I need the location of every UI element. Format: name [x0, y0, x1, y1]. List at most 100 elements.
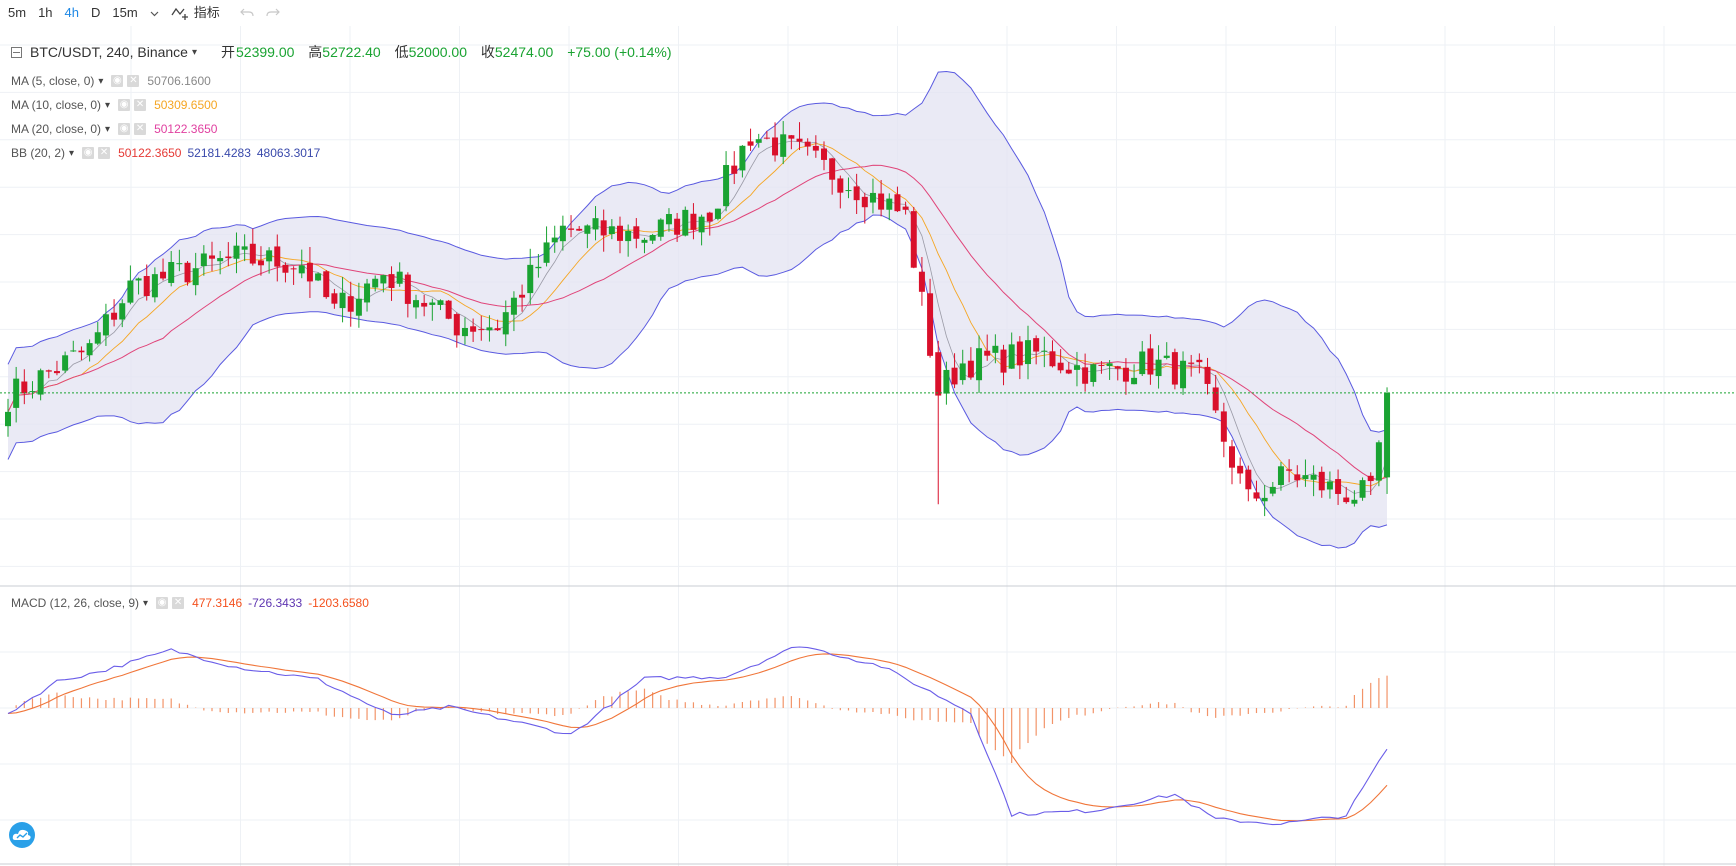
candle-body	[641, 239, 648, 243]
candle-body	[241, 246, 248, 250]
symbol-label[interactable]: BTC/USDT, 240, Binance	[30, 44, 188, 60]
candle-body	[1294, 474, 1301, 481]
close-icon[interactable]: ✕	[127, 75, 140, 87]
low-label: 低	[394, 44, 409, 60]
candle-body	[445, 300, 452, 319]
candle-body	[209, 255, 215, 259]
ohlc-values: 开52399.00 高52722.40 低52000.00 收52474.00 …	[221, 42, 681, 62]
chevron-down-icon[interactable]: ▾	[191, 46, 197, 58]
candle-body	[1057, 362, 1064, 371]
candle-body	[763, 137, 770, 139]
close-label: 收	[480, 44, 495, 60]
interval-dropdown-button[interactable]	[144, 0, 165, 26]
candle-body	[1033, 338, 1040, 352]
indicator-label[interactable]: MA (10, close, 0)	[11, 98, 102, 112]
candle-body	[502, 312, 509, 335]
candle-body	[584, 225, 591, 234]
candle-body	[470, 326, 477, 332]
indicators-button[interactable]: 指标	[165, 0, 226, 26]
candle-body	[747, 141, 754, 146]
high-value: 52722.40	[322, 44, 381, 60]
close-icon[interactable]: ✕	[134, 99, 147, 111]
candle-body	[780, 134, 787, 157]
chevron-down-icon[interactable]: ▾	[105, 99, 111, 111]
candle-body	[519, 294, 526, 298]
chevron-down-icon[interactable]: ▾	[105, 123, 111, 135]
visibility-icon[interactable]: ◉	[118, 99, 131, 111]
candle-body	[902, 206, 909, 210]
visibility-icon[interactable]: ◉	[118, 123, 131, 135]
candle-body	[984, 350, 991, 356]
candle-body	[1343, 497, 1350, 503]
candle-body	[1318, 471, 1325, 491]
candle-body	[453, 314, 460, 336]
close-icon[interactable]: ✕	[134, 123, 147, 135]
chevron-down-icon[interactable]: ▾	[143, 597, 149, 609]
candle-body	[413, 300, 419, 308]
toolbar: 5m 1h 4h D 15m 指标	[0, 0, 1736, 26]
candle-body	[649, 235, 656, 241]
chevron-down-icon[interactable]: ▾	[98, 75, 104, 87]
visibility-icon[interactable]: ◉	[111, 75, 124, 87]
candle-body	[70, 350, 77, 352]
close-icon[interactable]: ✕	[98, 147, 111, 159]
candle-body	[796, 138, 803, 142]
interval-15m-button[interactable]: 15m	[112, 5, 138, 20]
indicator-icon	[171, 7, 188, 20]
candle-body	[86, 343, 93, 356]
collapse-icon[interactable]	[11, 46, 22, 58]
candle-body	[829, 158, 836, 180]
candle-body	[845, 190, 852, 192]
candle-body	[1171, 352, 1178, 385]
candle-body	[298, 265, 305, 274]
candle-body	[1196, 359, 1203, 363]
candle-body	[1122, 367, 1129, 382]
candle-body	[1384, 392, 1391, 478]
candle-body	[812, 145, 819, 151]
indicator-label[interactable]: MA (5, close, 0)	[11, 74, 95, 88]
candle-body	[380, 275, 387, 284]
candle-body	[910, 211, 917, 268]
close-icon[interactable]: ✕	[172, 597, 185, 609]
candle-body	[192, 268, 199, 286]
candle-body	[1090, 364, 1097, 382]
bollinger-lower-line	[7, 214, 1388, 549]
interval-d-button[interactable]: D	[91, 5, 101, 20]
candle-body	[388, 274, 395, 289]
candle-body	[1310, 474, 1317, 480]
open-value: 52399.00	[236, 44, 295, 60]
candle-body	[731, 165, 738, 174]
candle-body	[755, 139, 762, 143]
candle-body	[266, 250, 273, 262]
undo-button[interactable]	[239, 5, 254, 21]
indicator-value: 50706.1600	[147, 74, 211, 88]
candle-body	[527, 264, 534, 294]
candle-body	[943, 369, 950, 394]
candle-body	[1163, 355, 1170, 358]
indicator-label[interactable]: BB (20, 2)	[11, 146, 66, 160]
redo-icon	[266, 8, 280, 17]
indicator-value: 48063.3017	[256, 146, 321, 160]
interval-5m-button[interactable]: 5m	[8, 5, 27, 20]
indicator-label[interactable]: MA (20, close, 0)	[11, 122, 102, 136]
candle-body	[372, 278, 379, 288]
redo-button[interactable]	[266, 5, 280, 21]
macd-label[interactable]: MACD (12, 26, close, 9)	[11, 596, 140, 610]
candle-body	[1277, 466, 1284, 486]
chevron-down-icon[interactable]: ▾	[69, 147, 75, 159]
candle-body	[1229, 446, 1235, 468]
candle-body	[576, 228, 583, 231]
undo-icon	[239, 8, 254, 17]
visibility-icon[interactable]: ◉	[82, 147, 95, 159]
interval-1h-button[interactable]: 1h	[38, 5, 53, 20]
interval-4h-button[interactable]: 4h	[64, 5, 79, 20]
visibility-icon[interactable]: ◉	[156, 597, 169, 609]
candle-body	[1188, 362, 1195, 364]
candle-body	[714, 208, 721, 219]
bollinger-upper-line	[7, 70, 1388, 433]
candle-body	[429, 302, 436, 305]
candle-body	[559, 225, 566, 242]
candle-body	[1041, 350, 1048, 352]
macd-legend: MACD (12, 26, close, 9) ▾ ◉ ✕ 477.3146 -…	[11, 596, 369, 610]
